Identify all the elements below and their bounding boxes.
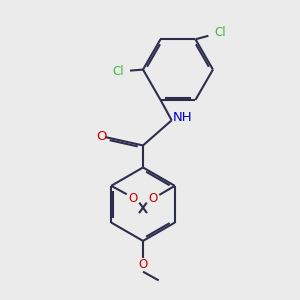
Text: O: O bbox=[96, 130, 106, 143]
Text: O: O bbox=[128, 192, 138, 205]
Text: Cl: Cl bbox=[112, 65, 124, 78]
Text: O: O bbox=[148, 192, 158, 205]
Text: O: O bbox=[138, 258, 148, 271]
Text: NH: NH bbox=[172, 111, 192, 124]
Text: Cl: Cl bbox=[215, 26, 226, 39]
